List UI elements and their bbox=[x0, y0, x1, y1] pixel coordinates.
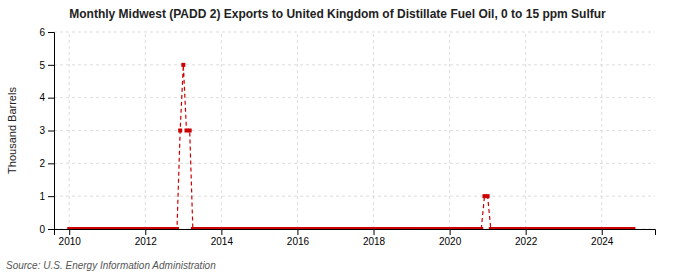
y-tick-mark bbox=[48, 65, 54, 66]
grid-line-y bbox=[54, 130, 655, 131]
y-tick: 4 bbox=[39, 92, 54, 103]
y-tick-mark bbox=[48, 163, 54, 164]
y-tick-mark bbox=[48, 196, 54, 197]
y-tick-label: 4 bbox=[39, 92, 45, 103]
point bbox=[631, 227, 635, 229]
y-tick: 1 bbox=[39, 191, 54, 202]
x-tick-label: 2012 bbox=[135, 236, 158, 247]
x-tick-label: 2018 bbox=[363, 236, 386, 247]
y-tick-mark bbox=[48, 229, 54, 230]
y-tick-label: 1 bbox=[39, 191, 45, 202]
y-tick-mark bbox=[48, 98, 54, 99]
y-tick-mark bbox=[48, 32, 54, 33]
chart-container: 2010 2012 2014 2016 2018 2020 2022 2024 0 1 2 3 4 5 6 M… bbox=[0, 0, 675, 275]
point bbox=[486, 194, 490, 198]
y-axis-line bbox=[48, 33, 55, 230]
y-axis-title: Thousand Barrels bbox=[6, 87, 18, 174]
x-tick-mark bbox=[297, 229, 298, 235]
x-tick-mark bbox=[526, 229, 527, 235]
point bbox=[181, 63, 185, 67]
x-tick-label: 2016 bbox=[287, 236, 310, 247]
x-tick: 2018 bbox=[363, 229, 386, 247]
plot-area bbox=[67, 63, 635, 229]
y-tick: 2 bbox=[39, 158, 54, 169]
x-tick-mark bbox=[69, 229, 70, 235]
grid-line-y bbox=[54, 32, 655, 33]
y-tick: 5 bbox=[39, 60, 54, 71]
y-tick-label: 5 bbox=[39, 60, 45, 71]
x-tick-label: 2014 bbox=[211, 236, 234, 247]
grid-line-x bbox=[297, 32, 298, 229]
chart-svg: 2010 2012 2014 2016 2018 2020 2022 2024 0 1 2 3 4 5 6 M… bbox=[0, 0, 675, 275]
y-axis: 0 1 2 3 4 5 6 bbox=[39, 27, 54, 235]
x-tick-mark bbox=[450, 229, 451, 235]
y-tick-mark bbox=[48, 131, 54, 132]
grid-line-y bbox=[54, 97, 655, 98]
point bbox=[178, 129, 182, 133]
x-tick-label: 2022 bbox=[515, 236, 538, 247]
grid-line-x bbox=[221, 32, 222, 229]
series-line bbox=[69, 65, 633, 229]
x-tick-label: 2024 bbox=[591, 236, 614, 247]
x-tick-mark bbox=[221, 229, 222, 235]
x-tick: 2014 bbox=[211, 229, 234, 247]
x-tick: 2022 bbox=[515, 229, 538, 247]
grid-line-y bbox=[54, 64, 655, 65]
x-tick: 2024 bbox=[591, 229, 614, 247]
grid-line-y bbox=[54, 196, 655, 197]
x-tick: 2012 bbox=[135, 229, 158, 247]
y-tick: 3 bbox=[39, 125, 54, 136]
y-tick: 0 bbox=[39, 224, 54, 235]
x-tick-mark bbox=[602, 229, 603, 235]
x-tick-mark bbox=[374, 229, 375, 235]
x-axis: 2010 2012 2014 2016 2018 2020 2022 2024 bbox=[55, 229, 656, 247]
y-tick-label: 3 bbox=[39, 125, 45, 136]
x-tick-label: 2020 bbox=[439, 236, 462, 247]
grid-line-y bbox=[54, 163, 655, 164]
title: Monthly Midwest (PADD 2) Exports to Unit… bbox=[69, 7, 606, 21]
y-tick-label: 2 bbox=[39, 158, 45, 169]
grid-line-x bbox=[525, 32, 526, 229]
x-tick: 2016 bbox=[287, 229, 310, 247]
grid bbox=[54, 32, 655, 229]
x-tick-mark bbox=[145, 229, 146, 235]
y-tick: 6 bbox=[39, 27, 54, 38]
x-tick-label: 2010 bbox=[59, 236, 82, 247]
point bbox=[188, 129, 192, 133]
x-tick: 2010 bbox=[59, 229, 82, 247]
y-tick-label: 0 bbox=[39, 224, 45, 235]
x-axis-line bbox=[55, 230, 656, 236]
y-tick-label: 6 bbox=[39, 27, 45, 38]
point bbox=[175, 227, 179, 229]
point bbox=[479, 227, 483, 229]
x-tick: 2020 bbox=[439, 229, 462, 247]
source-note: Source: U.S. Energy Information Administ… bbox=[6, 260, 216, 271]
grid-line-x bbox=[449, 32, 450, 229]
